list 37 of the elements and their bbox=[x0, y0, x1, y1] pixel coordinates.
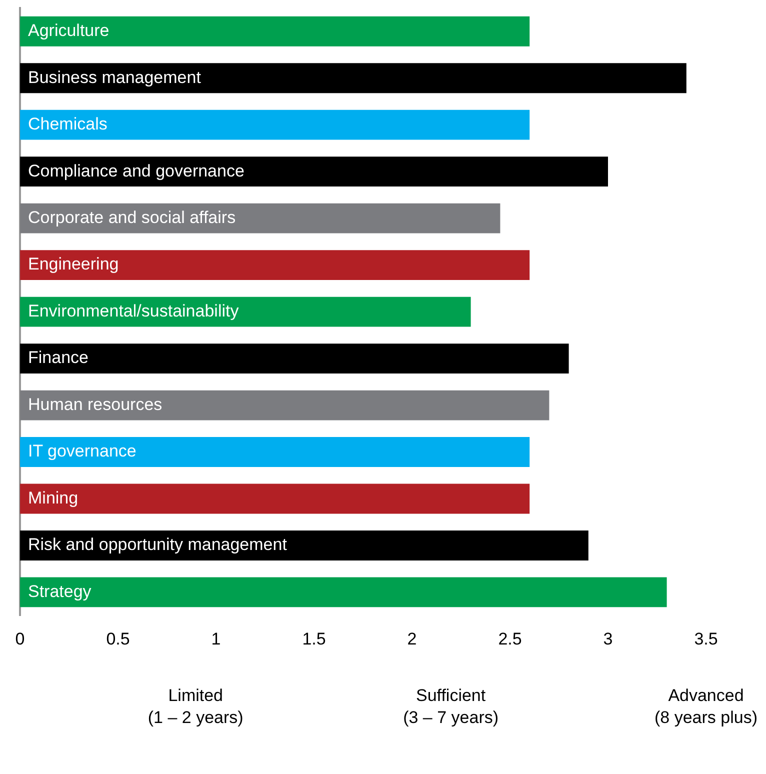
text: Advanced (8 years plus) bbox=[654, 686, 758, 727]
y-tick-label: Environmental/sustainability bbox=[28, 301, 240, 320]
x-tick-label: 3.5 bbox=[694, 629, 718, 648]
text: Limited (1 – 2 years) bbox=[148, 686, 244, 727]
y-tick-label: Human resources bbox=[28, 394, 162, 414]
x-tick-label: 2 bbox=[407, 629, 417, 648]
text: Sufficient (3 – 7 years) bbox=[403, 686, 499, 727]
bar bbox=[20, 156, 608, 187]
y-tick-label: Chemicals bbox=[28, 114, 108, 134]
bar bbox=[20, 16, 530, 46]
bar bbox=[20, 577, 667, 608]
bar bbox=[20, 203, 500, 234]
bar bbox=[20, 250, 530, 280]
x-tick-label: 2.5 bbox=[498, 629, 522, 648]
bar bbox=[20, 437, 530, 467]
y-tick-label: Risk and opportunity management bbox=[28, 535, 288, 554]
bar bbox=[20, 484, 530, 514]
y-tick-label: Mining bbox=[28, 488, 78, 508]
bar bbox=[20, 530, 588, 560]
y-tick-label: Business management bbox=[28, 68, 202, 87]
bar bbox=[20, 63, 686, 94]
x-tick-label: 0 bbox=[15, 629, 25, 648]
y-tick-label: Strategy bbox=[28, 582, 92, 601]
y-tick-label: Corporate and social affairs bbox=[28, 208, 236, 228]
x-tick-label: 1.5 bbox=[302, 629, 326, 648]
x-tick-label: 1 bbox=[211, 629, 221, 648]
bar bbox=[20, 110, 530, 140]
y-tick-label: Agriculture bbox=[28, 21, 110, 40]
y-tick-label: IT governance bbox=[28, 442, 136, 461]
y-tick-label: Finance bbox=[28, 348, 88, 368]
x-tick-label: 3 bbox=[603, 629, 613, 648]
y-tick-label: Compliance and governance bbox=[28, 161, 244, 180]
bar bbox=[20, 344, 569, 374]
y-tick-label: Engineering bbox=[28, 254, 119, 274]
x-tick-label: 0.5 bbox=[106, 629, 130, 648]
bar bbox=[20, 390, 550, 420]
bar bbox=[20, 296, 471, 327]
